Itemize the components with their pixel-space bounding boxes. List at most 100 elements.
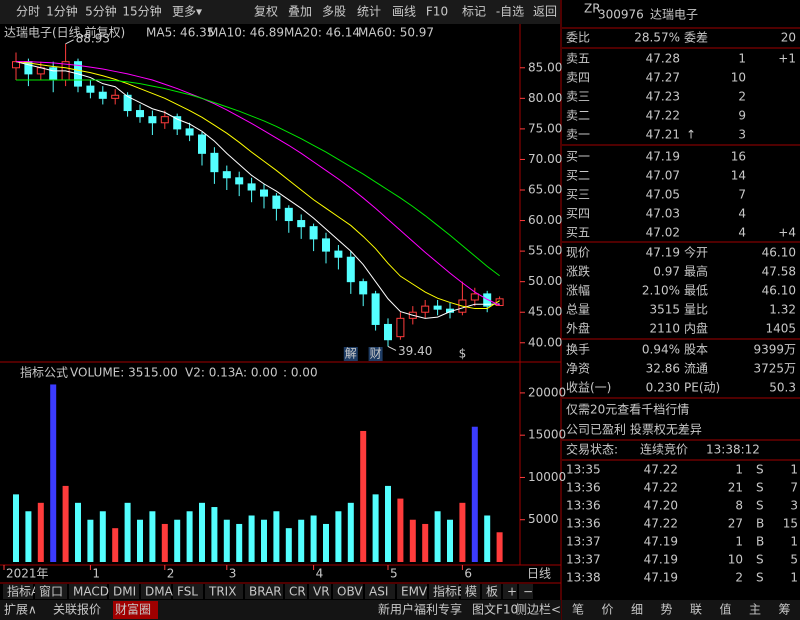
label: 涨幅 [566,283,590,298]
candle-body [346,256,355,283]
side: S [756,481,764,495]
toolbar-button[interactable]: 15分钟 [122,4,161,19]
toolbar-button[interactable]: 更多▾ [172,5,202,19]
indicator-tab[interactable]: TRIX [208,585,236,599]
candle-body [371,293,380,325]
ad[interactable]: 仅需20元查看千档行情 [566,403,689,417]
status-tab[interactable]: 新用户福利专享 [378,602,462,617]
indicator-tab[interactable]: DMA [145,585,174,599]
time: 13:37 [566,535,601,549]
status-tab[interactable]: 扩展∧ [4,603,37,617]
tab-bg [173,584,203,599]
value: 9399万 [753,343,796,357]
toolbar-button[interactable]: 统计 [357,5,381,19]
value: 3725万 [753,362,796,376]
volume-bar [422,523,429,562]
indicator-tab[interactable]: MACD [73,585,109,599]
indicator-tab[interactable]: ASI [369,585,388,599]
indicator-tab[interactable]: VR [313,585,330,599]
candle-body [384,323,392,341]
event-marker[interactable]: $ [459,347,467,361]
indicator-tab[interactable]: 窗口 [39,585,63,599]
indicator-tab[interactable]: DMI [113,585,136,599]
toolbar-button[interactable]: 复权 [254,5,278,19]
side-tab[interactable]: 联 [690,603,702,617]
candle-body [359,281,368,295]
x-tick-label: 2 [167,567,175,581]
indicator-tab[interactable]: EMV [401,585,428,599]
label: 卖三 [566,90,590,104]
toolbar-bg [0,0,560,24]
status-tab[interactable]: 财富圈 [115,602,151,617]
side-tab[interactable]: 势 [660,603,672,617]
candle-body [272,195,281,209]
toolbar-button[interactable]: 标记 [462,5,486,19]
volume: 1 [735,463,743,477]
label: 买一 [566,150,590,164]
arrow: ↑ [686,128,696,142]
indicator-tab[interactable]: − [523,585,533,599]
quote-code: 300976 [598,8,644,22]
candle-body [322,238,330,252]
side-tab[interactable]: 值 [719,602,731,617]
toolbar-button[interactable]: 1分钟 [46,4,78,19]
toolbar-button[interactable]: 返回 [533,5,557,19]
toolbar-button[interactable]: 5分钟 [85,4,117,19]
side: S [756,499,764,513]
time: 13:38 [566,571,601,585]
event-marker[interactable]: 解 [345,347,357,361]
volume: 10 [731,71,746,85]
volume-bar [223,519,230,562]
value: 0.94% [642,343,680,357]
toolbar-button[interactable]: 画线 [392,5,416,19]
volume-bar [323,523,329,562]
indicator-tab[interactable]: 模 [465,585,477,599]
indicator-tab[interactable]: CR [289,585,306,599]
side-tab[interactable]: 细 [631,603,643,617]
label: 买五 [566,226,590,240]
toolbar-button[interactable]: -自选 [496,5,524,19]
side-tab[interactable]: 笔 [572,602,584,617]
count: 1 [790,571,798,585]
x-tick-label: 3 [229,567,237,581]
tab-bg [461,584,480,599]
status-tab[interactable]: 图文F10 [472,602,518,617]
value: 2.10% [642,284,680,298]
legend-entry: : 0.00 [283,366,318,380]
label: 卖二 [566,109,590,123]
toolbar-button[interactable]: F10 [426,5,448,19]
candle-body [198,134,206,154]
side-tab[interactable]: 筹 [778,603,790,617]
indicator-tab[interactable]: 指标A [7,584,40,599]
volume-bar [186,511,193,562]
y-tick-label: 65.00 [528,183,562,197]
side-tab[interactable]: 价 [601,603,613,617]
volume: 16 [731,150,746,164]
candle-body [49,67,58,81]
y-tick-label: 5000 [528,512,559,526]
volume-bar [385,485,391,562]
status-tab[interactable]: 侧边栏<< [515,602,571,617]
event-bg [368,347,383,361]
price: 47.22 [644,481,678,495]
indicator-tab[interactable]: OBV [337,585,363,599]
y-tick-label: 10000 [528,470,566,484]
quote-name: 达瑞电子 [650,8,698,22]
side-tab[interactable]: 主 [749,603,761,617]
volume-bar [211,507,218,562]
toolbar-button[interactable]: 分时 [16,5,40,19]
candle-body [297,220,306,228]
chart-title: 指标公式 [20,365,68,380]
indicator-tab[interactable]: + [507,585,517,599]
volume-bar [62,485,69,562]
event-marker[interactable]: 财 [370,347,382,361]
y-tick-label: 60.00 [528,213,562,227]
toolbar-button[interactable]: 叠加 [288,5,312,19]
count: 1 [790,535,798,549]
indicator-tab[interactable]: 指标B [433,584,465,599]
status-tab[interactable]: 关联报价 [53,602,101,617]
toolbar-button[interactable]: 多股 [322,5,346,19]
indicator-tab[interactable]: BRAR [249,585,282,599]
indicator-tab[interactable]: FSL [177,585,198,599]
indicator-tab[interactable]: 板 [486,585,498,599]
